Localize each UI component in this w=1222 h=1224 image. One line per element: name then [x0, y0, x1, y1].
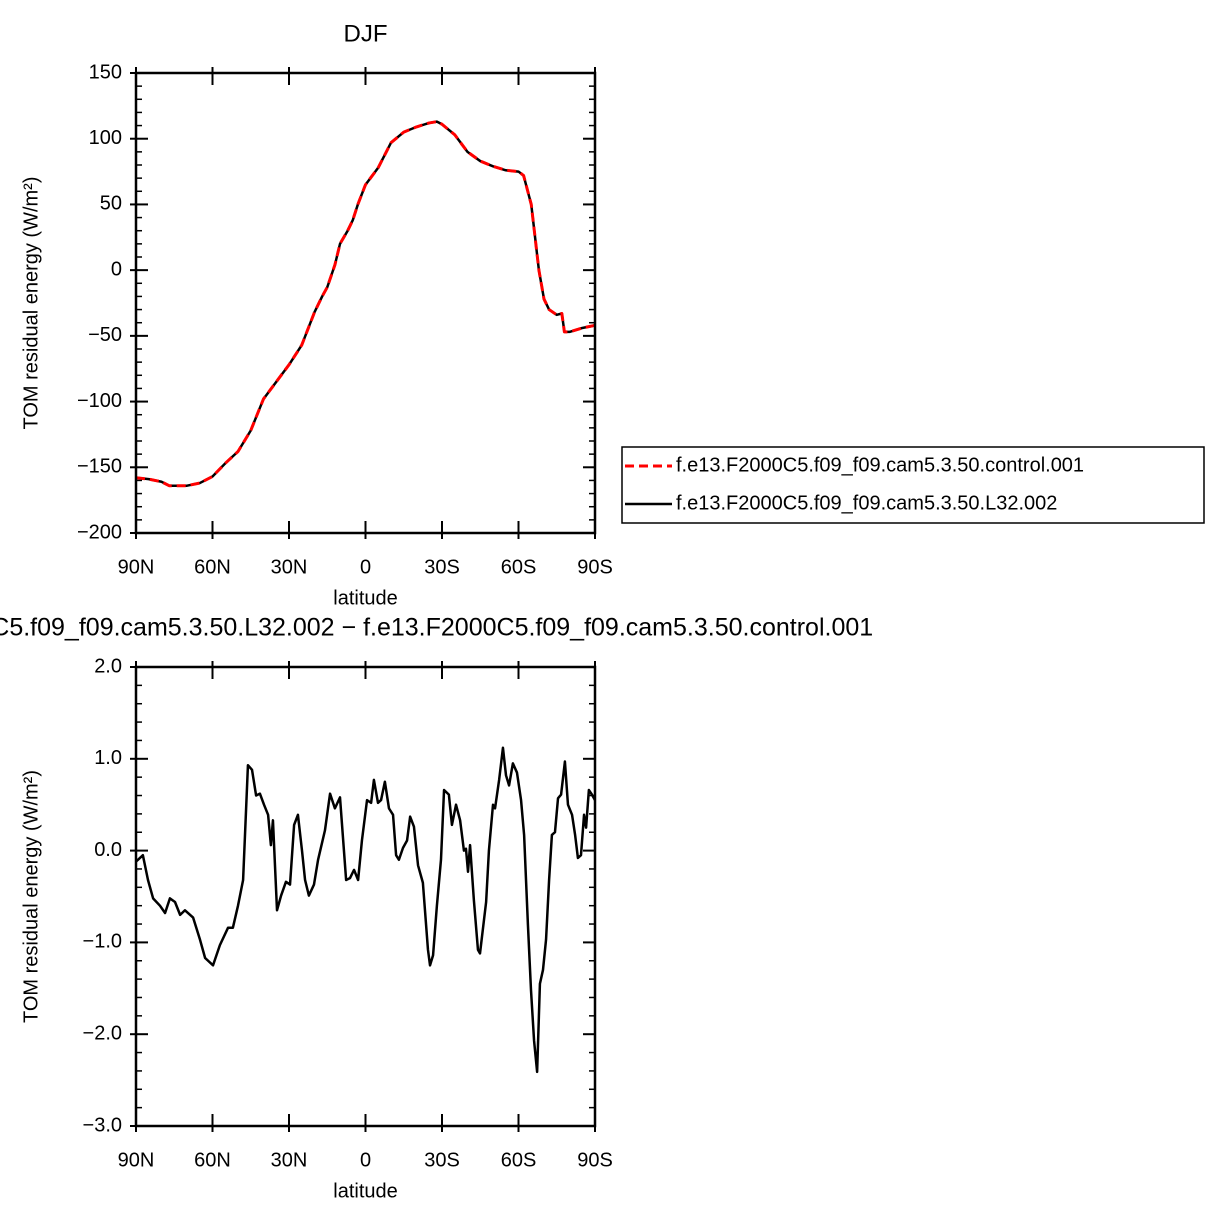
x-tick-label: 60N: [194, 1149, 231, 1171]
legend-box: [621, 446, 1205, 524]
chart-title: DJF: [344, 20, 388, 47]
legend-label: f.e13.F2000C5.f09_f09.cam5.3.50.control.…: [676, 454, 1084, 476]
data-line: [135, 120, 596, 488]
plot-frame: [134, 71, 597, 535]
x-tick-label: 60N: [194, 556, 231, 578]
x-tick-label: 60S: [501, 1149, 537, 1171]
y-tick-label: 50: [100, 193, 122, 215]
y-tick-label: −2.0: [83, 1022, 122, 1044]
y-tick-label: −200: [77, 521, 122, 543]
legend-label: f.e13.F2000C5.f09_f09.cam5.3.50.L32.002: [676, 492, 1057, 514]
y-tick-label: −1.0: [83, 931, 122, 953]
x-tick-label: 90N: [118, 556, 155, 578]
y-tick-label: 0.0: [94, 839, 122, 861]
y-tick-label: 100: [89, 127, 122, 149]
x-axis-label: latitude: [333, 587, 398, 609]
x-tick-label: 0: [360, 1149, 371, 1171]
x-tick-label: 30N: [271, 1149, 308, 1171]
y-axis-label: TOM residual energy (W/m²): [20, 770, 42, 1023]
x-axis-label: latitude: [333, 1180, 398, 1202]
y-tick-label: 0: [111, 258, 122, 280]
x-tick-label: 30N: [271, 556, 308, 578]
y-tick-label: 2.0: [94, 655, 122, 677]
y-tick-label: 1.0: [94, 747, 122, 769]
y-tick-label: −50: [88, 324, 122, 346]
y-tick-label: −150: [77, 456, 122, 478]
x-tick-label: 30S: [424, 556, 460, 578]
y-tick-label: −100: [77, 390, 122, 412]
x-tick-label: 30S: [424, 1149, 460, 1171]
x-tick-label: 0: [360, 556, 371, 578]
y-axis-label: TOM residual energy (W/m²): [20, 176, 42, 429]
y-tick-label: −3.0: [83, 1114, 122, 1136]
data-line: [135, 120, 596, 487]
x-tick-label: 90S: [577, 556, 613, 578]
x-tick-label: 60S: [501, 556, 537, 578]
y-tick-label: 150: [89, 61, 122, 83]
chart-title: f.e13.F2000C5.f09_f09.cam5.3.50.L32.002 …: [0, 614, 873, 642]
data-line: [135, 746, 597, 1074]
x-tick-label: 90S: [577, 1149, 613, 1171]
x-tick-label: 90N: [118, 1149, 155, 1171]
